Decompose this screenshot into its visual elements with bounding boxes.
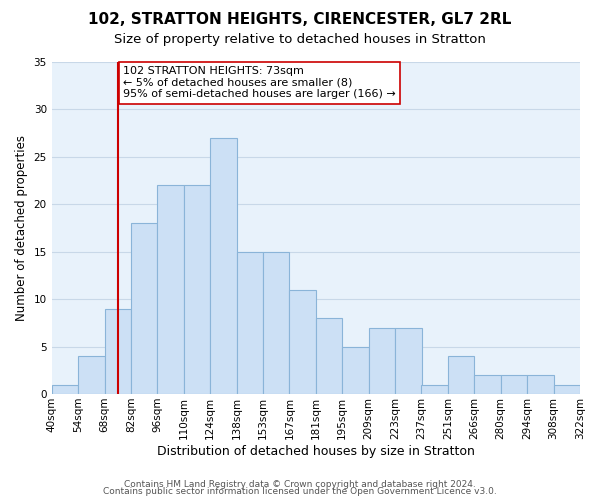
- Bar: [131, 223, 157, 394]
- Bar: [104, 308, 131, 394]
- Bar: [395, 328, 421, 394]
- Bar: [78, 356, 104, 394]
- Bar: [475, 375, 501, 394]
- Text: Contains public sector information licensed under the Open Government Licence v3: Contains public sector information licen…: [103, 487, 497, 496]
- Bar: [289, 290, 316, 394]
- Bar: [52, 384, 78, 394]
- Bar: [368, 328, 395, 394]
- Bar: [316, 318, 342, 394]
- Bar: [421, 384, 448, 394]
- Bar: [554, 384, 580, 394]
- Y-axis label: Number of detached properties: Number of detached properties: [15, 135, 28, 321]
- X-axis label: Distribution of detached houses by size in Stratton: Distribution of detached houses by size …: [157, 444, 475, 458]
- Text: Size of property relative to detached houses in Stratton: Size of property relative to detached ho…: [114, 32, 486, 46]
- Bar: [342, 346, 368, 394]
- Bar: [448, 356, 475, 394]
- Bar: [210, 138, 236, 394]
- Bar: [501, 375, 527, 394]
- Bar: [157, 185, 184, 394]
- Bar: [527, 375, 554, 394]
- Bar: [263, 252, 289, 394]
- Text: 102, STRATTON HEIGHTS, CIRENCESTER, GL7 2RL: 102, STRATTON HEIGHTS, CIRENCESTER, GL7 …: [88, 12, 512, 28]
- Text: Contains HM Land Registry data © Crown copyright and database right 2024.: Contains HM Land Registry data © Crown c…: [124, 480, 476, 489]
- Text: 102 STRATTON HEIGHTS: 73sqm
← 5% of detached houses are smaller (8)
95% of semi-: 102 STRATTON HEIGHTS: 73sqm ← 5% of deta…: [123, 66, 396, 100]
- Bar: [236, 252, 263, 394]
- Bar: [184, 185, 210, 394]
